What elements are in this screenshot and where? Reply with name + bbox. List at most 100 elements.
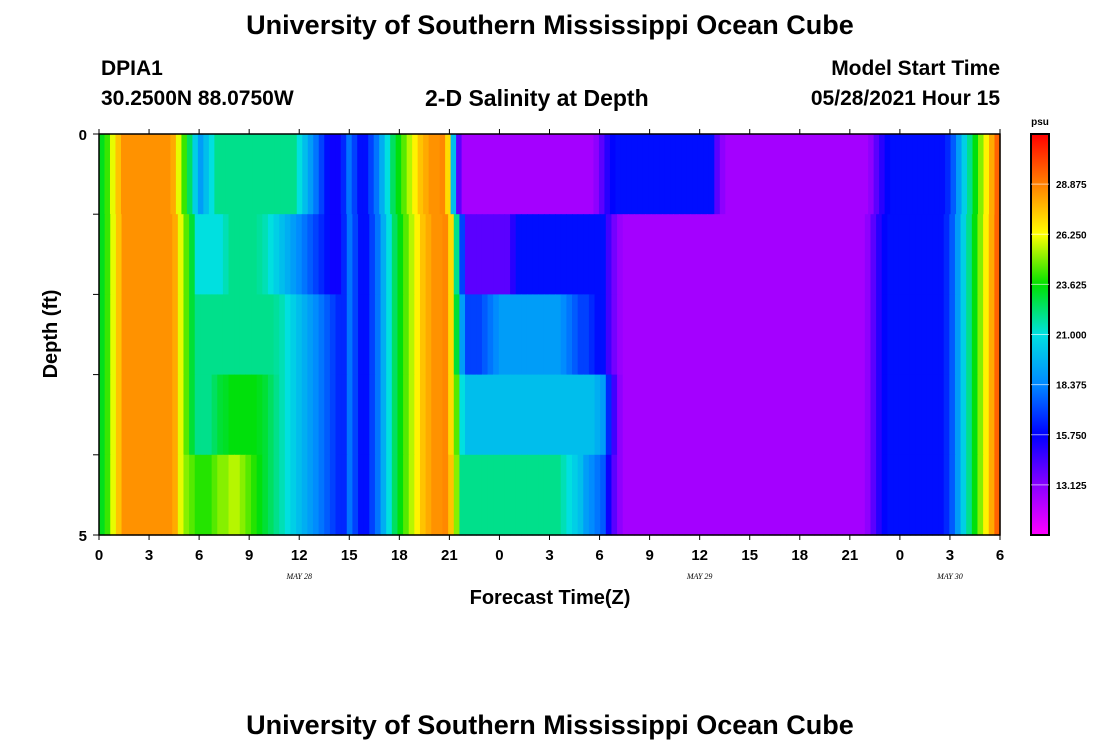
heat-cell bbox=[228, 374, 235, 456]
heat-cell bbox=[633, 214, 641, 295]
heat-cell bbox=[543, 294, 551, 376]
heat-cell bbox=[681, 134, 688, 215]
heat-cell bbox=[397, 454, 404, 536]
heat-cell bbox=[234, 214, 241, 295]
heat-cell bbox=[538, 134, 545, 215]
heat-cell bbox=[628, 294, 635, 376]
heat-cell bbox=[269, 134, 276, 215]
heat-cell bbox=[814, 294, 821, 376]
heat-cell bbox=[358, 454, 365, 536]
heat-cell bbox=[144, 374, 151, 456]
heat-cell bbox=[194, 294, 201, 376]
heat-cell bbox=[703, 134, 710, 215]
heat-cell bbox=[296, 454, 303, 536]
heat-cell bbox=[538, 294, 545, 376]
heat-cell bbox=[498, 214, 506, 295]
heat-cell bbox=[707, 454, 714, 536]
heat-cell bbox=[324, 214, 331, 295]
heat-cell bbox=[138, 294, 145, 376]
heat-cell bbox=[667, 294, 674, 376]
heat-cell bbox=[983, 294, 990, 376]
heat-cell bbox=[408, 374, 415, 456]
heat-cell bbox=[307, 294, 314, 376]
heat-cell bbox=[774, 294, 781, 376]
heat-cell bbox=[274, 134, 281, 215]
heat-cell bbox=[577, 294, 584, 376]
heat-cell bbox=[296, 374, 303, 456]
heat-cell bbox=[664, 134, 671, 215]
heat-cell bbox=[115, 374, 123, 456]
heat-cell bbox=[831, 454, 838, 536]
heat-cell bbox=[335, 294, 342, 376]
heat-cell bbox=[329, 134, 336, 215]
heat-cell bbox=[960, 294, 967, 376]
heat-cell bbox=[493, 454, 500, 536]
heat-cell bbox=[521, 454, 528, 536]
heat-cell bbox=[555, 374, 562, 456]
heat-cell bbox=[166, 374, 173, 456]
heat-cell bbox=[977, 374, 984, 456]
heat-cell bbox=[481, 214, 489, 295]
x-tick-label: 0 bbox=[495, 547, 503, 564]
heat-cell bbox=[263, 134, 270, 215]
heat-cell bbox=[222, 294, 230, 376]
heat-cell bbox=[622, 294, 629, 376]
heat-cell bbox=[99, 134, 106, 215]
heat-cell bbox=[472, 134, 479, 215]
heat-cell bbox=[701, 374, 708, 456]
heat-cell bbox=[945, 134, 952, 215]
y-axis-title: Depth (ft) bbox=[40, 290, 62, 379]
heat-cell bbox=[230, 134, 237, 215]
heat-cell bbox=[746, 454, 753, 536]
heat-cell bbox=[645, 454, 652, 536]
x-tick-label: 18 bbox=[391, 547, 408, 564]
heat-cell bbox=[819, 294, 827, 376]
heat-cell bbox=[667, 214, 674, 295]
heat-cell bbox=[386, 454, 393, 536]
heat-cell bbox=[600, 214, 607, 295]
heat-cell bbox=[746, 294, 753, 376]
heat-cell bbox=[825, 294, 832, 376]
heat-cell bbox=[329, 374, 337, 456]
heat-cell bbox=[923, 134, 930, 215]
heat-cell bbox=[467, 134, 474, 215]
heat-cell bbox=[659, 134, 666, 215]
heat-cell bbox=[515, 214, 522, 295]
heat-cell bbox=[887, 454, 894, 536]
heat-cell bbox=[708, 134, 715, 215]
heat-cell bbox=[988, 374, 995, 456]
heat-cell bbox=[560, 454, 567, 536]
heat-cell bbox=[279, 374, 286, 456]
heat-cell bbox=[419, 214, 427, 295]
colorbar-tick-label: 13.125 bbox=[1056, 481, 1087, 492]
heat-cell bbox=[943, 374, 950, 456]
heat-cell bbox=[617, 374, 624, 456]
heat-cell bbox=[769, 294, 776, 376]
heat-cell bbox=[442, 294, 449, 376]
heat-cell bbox=[594, 294, 601, 376]
heat-cell bbox=[214, 134, 221, 215]
heat-cell bbox=[650, 214, 658, 295]
heat-cell bbox=[357, 134, 364, 215]
heat-cell bbox=[846, 134, 853, 215]
heat-cell bbox=[301, 374, 308, 456]
heat-cell bbox=[554, 134, 562, 215]
heat-cell bbox=[267, 214, 275, 295]
heat-cell bbox=[487, 454, 494, 536]
heat-cell bbox=[864, 214, 872, 295]
heat-cell bbox=[701, 214, 708, 295]
heat-cell bbox=[515, 294, 522, 376]
heat-cell bbox=[560, 214, 567, 295]
heat-cell bbox=[352, 294, 359, 376]
colorbar: psu 28.875 26.250 23.625 21.000 18.375 15.750 1… bbox=[1030, 117, 1087, 536]
heat-cell bbox=[138, 214, 145, 295]
heat-cell bbox=[414, 374, 421, 456]
heat-cell bbox=[757, 454, 765, 536]
heat-cell bbox=[412, 134, 419, 215]
heat-cell bbox=[291, 134, 298, 215]
heat-cell bbox=[346, 374, 353, 456]
heat-cell bbox=[493, 294, 500, 376]
station-id: DPIA1 bbox=[101, 57, 163, 80]
heat-cell bbox=[290, 294, 297, 376]
